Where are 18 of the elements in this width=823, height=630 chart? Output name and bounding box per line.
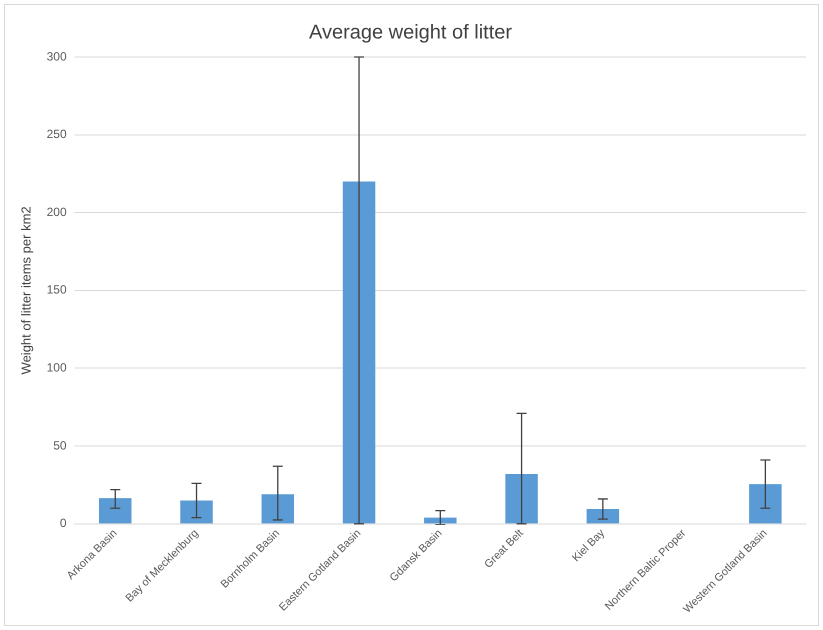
y-tick-label: 0 [60,516,67,530]
bar [586,509,620,524]
chart-title: Average weight of litter [308,22,512,44]
x-tick-label: Kiel Bay [570,526,608,564]
y-tick-label: 100 [46,360,67,375]
y-tick-label: 300 [46,49,67,64]
bar [180,500,213,524]
bar [342,181,376,524]
bar [262,494,294,524]
y-tick-label: 50 [53,438,67,452]
bar [505,474,538,524]
y-tick-label: 150 [46,282,67,297]
bar [749,484,782,524]
bar [99,498,132,524]
y-tick-label: 200 [46,204,67,219]
y-axis-title: Weight of litter items per km2 [18,206,34,374]
bar [424,518,457,524]
y-tick-label: 250 [46,127,67,142]
